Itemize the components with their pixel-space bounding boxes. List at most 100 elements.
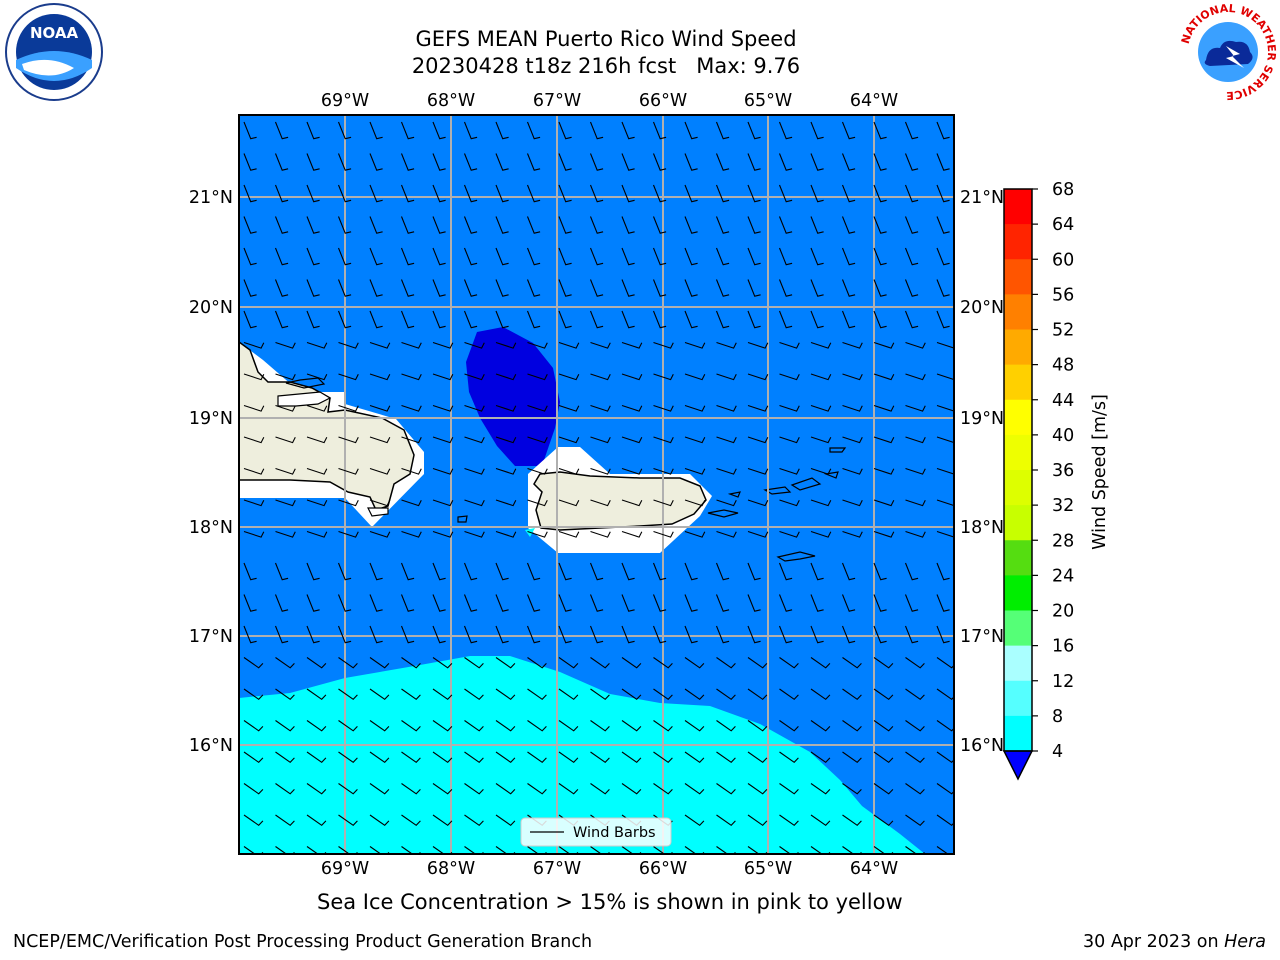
wind-barb xyxy=(621,783,642,795)
wind-barb xyxy=(779,404,800,412)
wind-barb xyxy=(243,153,257,171)
wind-barb xyxy=(495,404,517,412)
wind-barb xyxy=(873,341,895,349)
wind-barb xyxy=(306,530,328,538)
wind-barb xyxy=(653,530,674,538)
wind-barb xyxy=(810,247,824,266)
wind-barb xyxy=(779,814,799,827)
colorbar-segment xyxy=(1004,259,1032,295)
wind-barb xyxy=(463,625,478,644)
lat-labels-right: 21°N 20°N 19°N 18°N 17°N 16°N xyxy=(960,188,1004,756)
wind-barb xyxy=(716,373,737,381)
lon-label: 66°W xyxy=(639,91,687,111)
wind-barb xyxy=(432,594,446,612)
wind-barb xyxy=(684,720,705,732)
wind-barb xyxy=(779,341,800,349)
wind-barb xyxy=(842,341,863,349)
wind-barb xyxy=(495,625,509,644)
wind-barb xyxy=(275,499,296,507)
wind-barb xyxy=(463,279,478,297)
anegada-island xyxy=(829,447,847,453)
wind-barb xyxy=(495,341,517,349)
lat-label: 20°N xyxy=(189,298,233,318)
wind-barb xyxy=(337,247,352,266)
wind-barb xyxy=(653,657,673,669)
wind-barb xyxy=(778,625,793,644)
wind-barb xyxy=(495,688,516,701)
colorbar-segment xyxy=(1004,575,1032,611)
wind-barb xyxy=(810,467,832,475)
wind-barb xyxy=(873,467,895,475)
colorbar-tick-label: 48 xyxy=(1052,356,1074,376)
wind-barb xyxy=(716,530,737,538)
wind-barb xyxy=(652,247,667,266)
wind-barb xyxy=(747,373,769,381)
wind-barb xyxy=(873,216,887,234)
wind-barb xyxy=(338,499,359,507)
wind-barb xyxy=(590,783,610,795)
colorbar-segment xyxy=(1004,189,1032,225)
wind-barb xyxy=(716,404,737,412)
wind-barb xyxy=(369,436,391,444)
wind-barb xyxy=(401,341,422,349)
wind-barb xyxy=(401,814,421,827)
wind-barb xyxy=(464,404,485,412)
nws-logo: NATIONAL WEATHER SERVICE xyxy=(1179,2,1278,102)
wind-barb xyxy=(400,184,415,203)
wind-barb xyxy=(558,279,572,297)
wind-barb xyxy=(432,562,446,581)
wind-barb xyxy=(464,783,484,795)
wind-barb xyxy=(873,153,887,171)
wind-barb xyxy=(653,499,674,507)
wind-barb xyxy=(243,121,257,140)
wind-barb xyxy=(652,310,667,329)
wind-barb xyxy=(495,783,516,795)
wind-barb xyxy=(369,720,390,732)
wind-barb xyxy=(558,404,580,412)
wind-barb xyxy=(841,153,856,171)
wind-barb xyxy=(684,625,698,644)
wind-barb xyxy=(558,436,580,444)
lon-label: 65°W xyxy=(744,91,792,111)
footer-date: 30 Apr 2023 on Hera xyxy=(1083,932,1266,952)
wind-barb xyxy=(558,625,572,644)
wind-barb xyxy=(684,404,706,412)
wind-barb xyxy=(243,247,257,266)
wind-barb xyxy=(936,751,954,764)
lon-label: 67°W xyxy=(533,91,581,111)
lat-labels-left: 21°N 20°N 19°N 18°N 17°N 16°N xyxy=(189,188,233,756)
wind-barb xyxy=(338,814,358,827)
colorbar-tick-label: 12 xyxy=(1052,672,1074,692)
wind-barb xyxy=(653,404,674,412)
wind-barb xyxy=(243,625,257,644)
wind-barb xyxy=(463,247,478,266)
wind-barb xyxy=(463,184,478,203)
wind-barb xyxy=(778,184,793,203)
wind-barb xyxy=(747,530,769,538)
lat-label: 17°N xyxy=(189,627,233,647)
wind-barb xyxy=(684,499,706,507)
wind-barb xyxy=(936,657,954,669)
wind-barb xyxy=(842,688,862,701)
wind-barb xyxy=(810,720,831,732)
wind-barb xyxy=(810,594,824,612)
wind-barb xyxy=(400,310,415,329)
wind-barb xyxy=(904,310,919,329)
wind-barb xyxy=(810,562,824,581)
wind-barb xyxy=(337,594,352,612)
wind-barb xyxy=(526,562,541,581)
wind-barb xyxy=(337,184,352,203)
wind-barb xyxy=(684,688,705,701)
wind-barb xyxy=(779,373,800,381)
wind-barb xyxy=(841,310,856,329)
wind-barb xyxy=(432,625,446,644)
wind-barb xyxy=(526,594,541,612)
wind-barb xyxy=(873,121,887,140)
wind-barb xyxy=(684,121,698,140)
wind-barb xyxy=(684,310,698,329)
colorbar-segment xyxy=(1004,715,1032,752)
wind-barb xyxy=(873,625,887,644)
wind-barb xyxy=(495,153,509,171)
wind-barb xyxy=(337,279,352,297)
wind-barb xyxy=(274,594,289,612)
